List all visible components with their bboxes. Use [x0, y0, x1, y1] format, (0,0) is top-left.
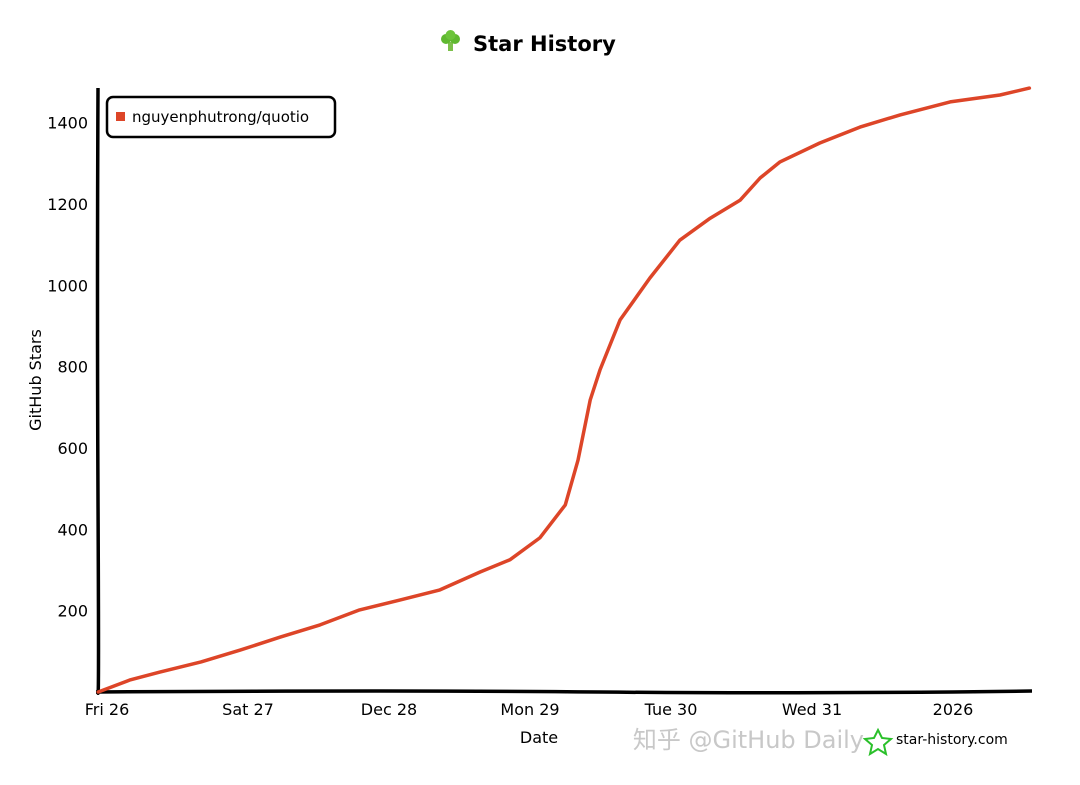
x-tick-label: 2026 [933, 700, 974, 719]
x-tick-label: Fri 26 [85, 700, 130, 719]
legend-label: nguyenphutrong/quotio [132, 108, 309, 126]
y-axis-line [95, 87, 101, 695]
series-line [96, 86, 1032, 694]
x-tick-label: Sat 27 [222, 700, 274, 719]
y-tick-label: 1000 [47, 276, 88, 295]
y-tick-label: 800 [57, 358, 88, 377]
y-tick-label: 200 [57, 602, 88, 621]
branding: star-history.com 知乎 @GitHub Daily [633, 726, 1008, 757]
watermark: 知乎 @GitHub Daily [633, 726, 864, 754]
chart-title: Star History [441, 30, 616, 56]
x-tick-label: Wed 31 [782, 700, 842, 719]
legend-box [105, 95, 337, 139]
y-tick-label: 600 [57, 439, 88, 458]
broccoli-icon [441, 30, 460, 51]
x-axis-label: Date [520, 728, 558, 747]
site-name: star-history.com [896, 732, 1008, 748]
axes [95, 87, 1033, 695]
y-tick-label: 1200 [47, 195, 88, 214]
x-axis-line [95, 689, 1033, 695]
star-history-logo-icon [862, 727, 894, 757]
y-tick-label: 1400 [47, 114, 88, 133]
x-tick-label: Dec 28 [361, 700, 417, 719]
x-tick-label: Tue 30 [644, 700, 698, 719]
y-axis-label: GitHub Stars [26, 329, 45, 431]
legend: nguyenphutrong/quotio [105, 95, 337, 139]
legend-swatch [116, 112, 125, 121]
x-tick-label: Mon 29 [500, 700, 559, 719]
y-tick-label: 400 [57, 520, 88, 539]
chart-title-text: Star History [473, 32, 616, 56]
